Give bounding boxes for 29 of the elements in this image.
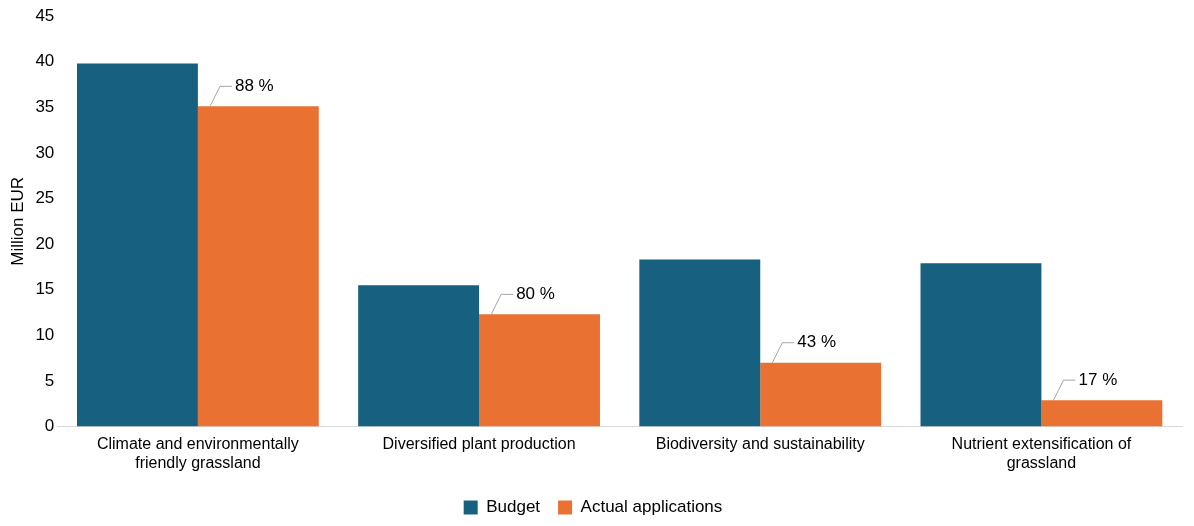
- y-tick-label: 0: [44, 416, 55, 436]
- bar: [358, 285, 480, 427]
- y-tick-label: 5: [44, 370, 55, 390]
- y-axis-title: Million EUR: [7, 176, 27, 266]
- legend-label: Actual applications: [580, 497, 723, 517]
- annotation: 43 %: [797, 332, 837, 352]
- y-tick-label: 10: [35, 325, 55, 345]
- bar: [197, 106, 319, 427]
- x-tick-label: Biodiversity and sustainability: [655, 434, 865, 452]
- bar: [920, 263, 1042, 427]
- bar: [479, 314, 600, 427]
- x-tick-label: Diversified plant production: [382, 434, 576, 452]
- annotation: 80 %: [516, 284, 555, 304]
- x-tick-label: Nutrient extensification of grassland: [951, 434, 1132, 471]
- bar: [76, 63, 198, 427]
- bar: [1041, 400, 1163, 427]
- bar: [760, 362, 882, 427]
- annotation: 17 %: [1078, 369, 1118, 389]
- y-tick-label: 20: [35, 233, 55, 253]
- annotation: 88 %: [234, 76, 274, 96]
- y-tick-label: 15: [35, 279, 55, 299]
- y-tick-label: 35: [35, 96, 55, 116]
- y-tick-label: 30: [35, 142, 55, 162]
- x-tick-label: Climate and environmentally friendly grassland: [96, 434, 299, 471]
- y-tick-label: 45: [35, 5, 55, 25]
- legend-label: Budget: [486, 497, 541, 517]
- bar: [639, 259, 761, 427]
- y-tick-label: 40: [35, 51, 55, 71]
- y-tick-label: 25: [35, 188, 55, 208]
